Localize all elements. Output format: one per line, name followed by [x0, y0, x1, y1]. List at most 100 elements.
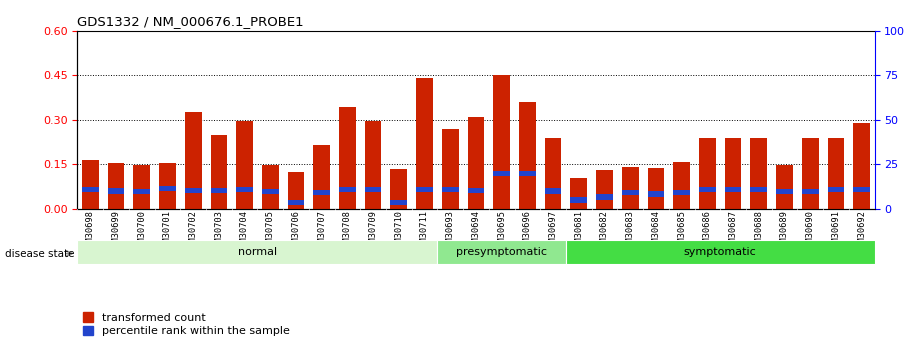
- Bar: [596, 170, 613, 209]
- Text: GSM30711: GSM30711: [420, 210, 429, 252]
- Text: GSM30692: GSM30692: [857, 210, 866, 252]
- Bar: [854, 123, 870, 209]
- Bar: [519, 170, 536, 176]
- Text: GSM30705: GSM30705: [266, 210, 275, 252]
- Bar: [82, 187, 98, 192]
- Text: GSM30699: GSM30699: [111, 210, 120, 252]
- Bar: [82, 160, 98, 209]
- Bar: [185, 112, 201, 209]
- Bar: [467, 188, 485, 193]
- Text: GSM30694: GSM30694: [472, 210, 480, 252]
- Text: GSM30697: GSM30697: [548, 210, 558, 252]
- Text: normal: normal: [238, 247, 277, 257]
- Bar: [288, 172, 304, 209]
- Text: GSM30698: GSM30698: [86, 210, 95, 252]
- Text: GSM30688: GSM30688: [754, 210, 763, 252]
- Bar: [416, 78, 433, 209]
- Bar: [622, 190, 639, 195]
- Text: GSM30686: GSM30686: [703, 210, 711, 252]
- Bar: [725, 138, 742, 209]
- Bar: [364, 121, 382, 209]
- Bar: [262, 189, 279, 194]
- Bar: [673, 162, 690, 209]
- FancyBboxPatch shape: [437, 240, 566, 264]
- Bar: [699, 138, 716, 209]
- Bar: [442, 129, 458, 209]
- Bar: [751, 138, 767, 209]
- Bar: [802, 138, 819, 209]
- Bar: [570, 197, 588, 203]
- Bar: [313, 145, 330, 209]
- Bar: [545, 138, 561, 209]
- Legend: transformed count, percentile rank within the sample: transformed count, percentile rank withi…: [83, 312, 290, 336]
- Text: GSM30706: GSM30706: [292, 210, 301, 252]
- Bar: [725, 187, 742, 192]
- Text: disease state: disease state: [5, 249, 74, 258]
- Text: GSM30709: GSM30709: [369, 210, 378, 252]
- Text: GSM30708: GSM30708: [343, 210, 352, 252]
- Bar: [339, 187, 356, 192]
- Text: GSM30693: GSM30693: [445, 210, 455, 252]
- Bar: [751, 187, 767, 192]
- Bar: [776, 189, 793, 194]
- Bar: [622, 167, 639, 209]
- Text: GSM30684: GSM30684: [651, 210, 660, 252]
- Bar: [416, 187, 433, 192]
- Bar: [854, 187, 870, 192]
- Bar: [133, 165, 150, 209]
- Text: presymptomatic: presymptomatic: [456, 247, 548, 257]
- Bar: [596, 194, 613, 199]
- Bar: [494, 170, 510, 176]
- Bar: [570, 178, 588, 209]
- Bar: [442, 187, 458, 192]
- Bar: [236, 187, 253, 192]
- Bar: [185, 188, 201, 193]
- Text: GSM30689: GSM30689: [780, 210, 789, 252]
- Text: GDS1332 / NM_000676.1_PROBE1: GDS1332 / NM_000676.1_PROBE1: [77, 16, 304, 29]
- Bar: [364, 187, 382, 192]
- Text: GSM30682: GSM30682: [600, 210, 609, 252]
- Text: GSM30707: GSM30707: [317, 210, 326, 252]
- Text: GSM30691: GSM30691: [832, 210, 841, 252]
- Bar: [494, 76, 510, 209]
- Text: GSM30702: GSM30702: [189, 210, 198, 252]
- Text: GSM30681: GSM30681: [574, 210, 583, 252]
- Bar: [699, 187, 716, 192]
- Text: GSM30704: GSM30704: [241, 210, 249, 252]
- Bar: [391, 169, 407, 209]
- Bar: [776, 165, 793, 209]
- Bar: [133, 189, 150, 194]
- Bar: [467, 117, 485, 209]
- Bar: [673, 190, 690, 195]
- Text: GSM30703: GSM30703: [214, 210, 223, 252]
- Text: GSM30687: GSM30687: [729, 210, 738, 252]
- Bar: [339, 107, 356, 209]
- Text: symptomatic: symptomatic: [684, 247, 757, 257]
- Text: GSM30695: GSM30695: [497, 210, 507, 252]
- Text: GSM30685: GSM30685: [677, 210, 686, 252]
- Bar: [107, 188, 125, 194]
- Bar: [545, 188, 561, 194]
- FancyBboxPatch shape: [77, 240, 437, 264]
- Bar: [107, 163, 125, 209]
- Bar: [648, 168, 664, 209]
- Bar: [827, 138, 844, 209]
- Bar: [210, 188, 227, 193]
- Text: GSM30700: GSM30700: [138, 210, 147, 252]
- Bar: [519, 102, 536, 209]
- Bar: [159, 163, 176, 209]
- Bar: [288, 200, 304, 206]
- Text: GSM30683: GSM30683: [626, 210, 635, 252]
- FancyBboxPatch shape: [566, 240, 875, 264]
- Bar: [648, 191, 664, 197]
- Bar: [210, 135, 227, 209]
- Text: GSM30696: GSM30696: [523, 210, 532, 252]
- Text: GSM30701: GSM30701: [163, 210, 172, 252]
- Text: GSM30710: GSM30710: [394, 210, 404, 252]
- Bar: [802, 189, 819, 194]
- Bar: [159, 186, 176, 191]
- Bar: [391, 200, 407, 206]
- Bar: [827, 187, 844, 192]
- Bar: [262, 165, 279, 209]
- Text: GSM30690: GSM30690: [805, 210, 814, 252]
